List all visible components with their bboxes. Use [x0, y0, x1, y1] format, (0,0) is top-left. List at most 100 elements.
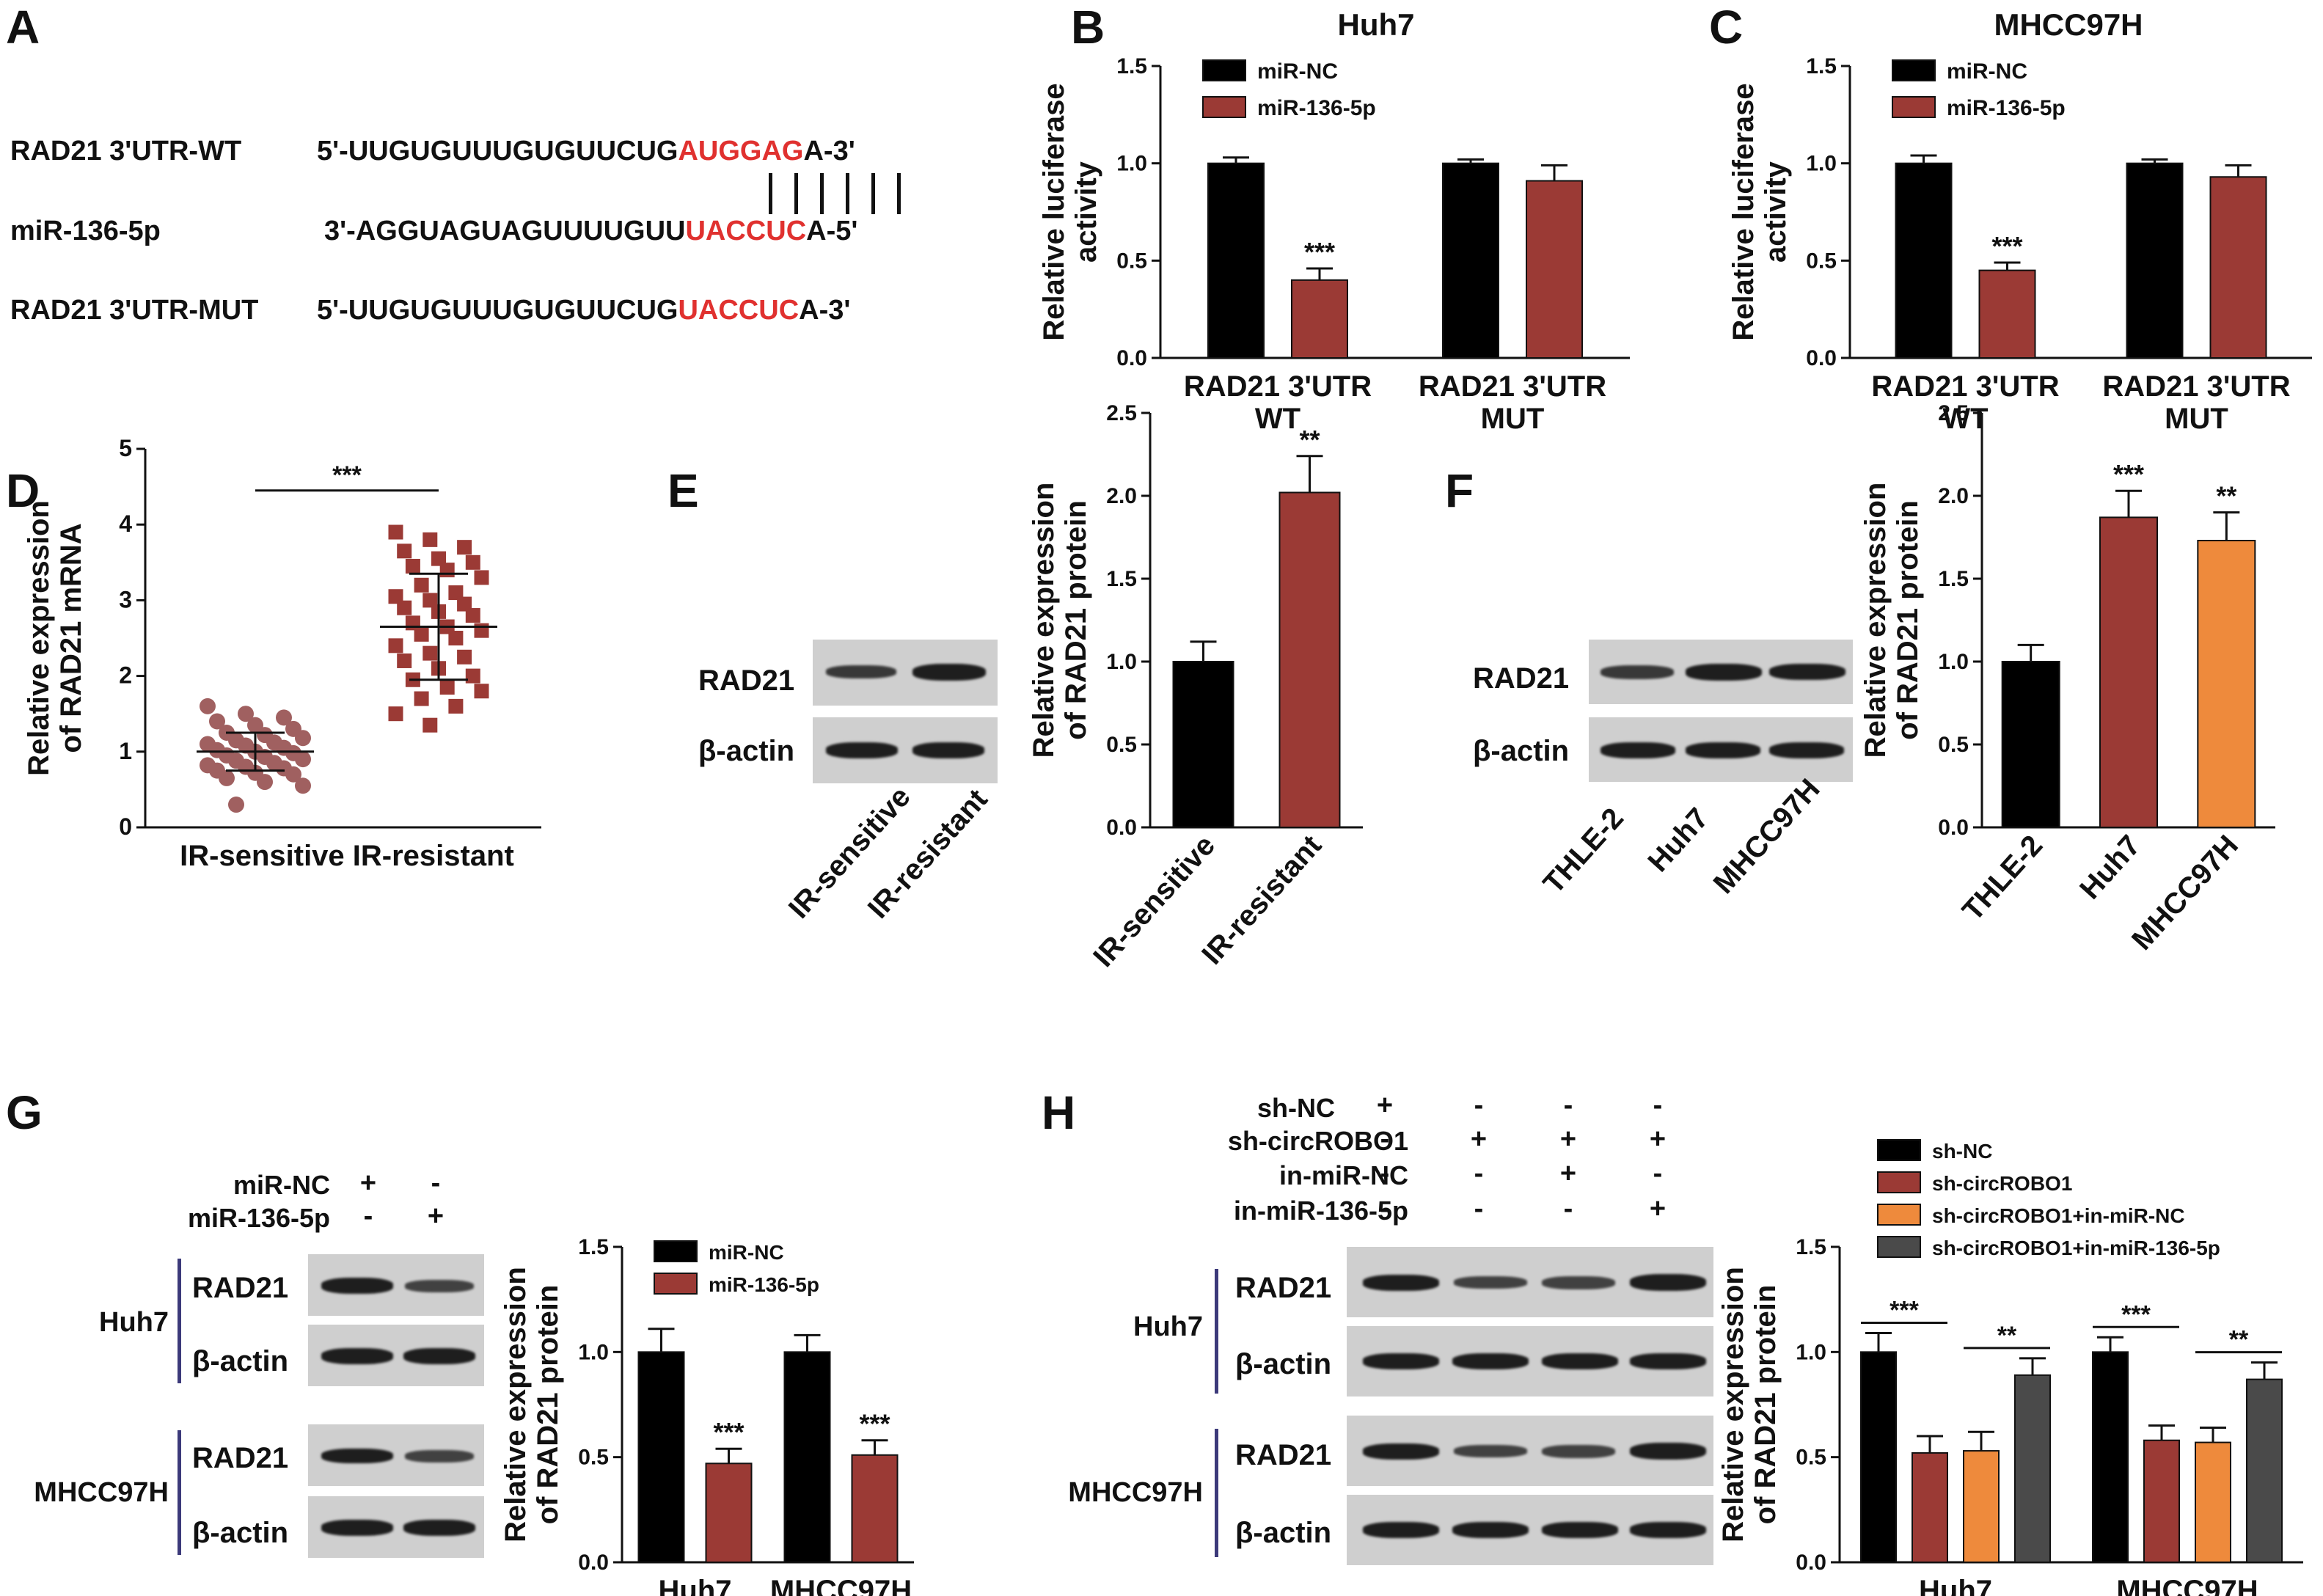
significance-label: **: [2229, 1326, 2249, 1354]
y-tick-label: 0.5: [1806, 249, 1837, 273]
blot-h-bracket: [1215, 1269, 1218, 1394]
x-category-label: WT: [1255, 403, 1300, 435]
bar: [2143, 1439, 2180, 1563]
y-tick-label: 0.5: [1938, 733, 1969, 757]
bar: [1860, 1351, 1897, 1564]
data-point: [257, 774, 273, 791]
data-point: [219, 769, 235, 786]
blot-h-bracket: [1215, 1429, 1218, 1557]
y-axis-label: of RAD21 protein: [1060, 500, 1092, 740]
blot-h-mhcc-actin: [1347, 1495, 1713, 1565]
data-point: [414, 691, 429, 706]
blot-e-rad21: [813, 640, 998, 706]
y-tick-label: 1.5: [1796, 1235, 1826, 1259]
bar: [1442, 162, 1499, 359]
legend-swatch: [1877, 1171, 1921, 1193]
legend-label: sh-circROBO1: [1932, 1172, 2072, 1195]
legend-label: miR-136-5p: [1947, 96, 2066, 120]
base-pair-lines: [766, 173, 905, 214]
y-tick-label: 2.5: [1106, 401, 1137, 425]
data-point: [200, 698, 216, 714]
data-point: [465, 554, 480, 570]
data-point: [209, 713, 225, 730]
blot-h-cond-label: in-miR-NC: [1279, 1160, 1408, 1190]
blot-h-cond-val: +: [1559, 1124, 1577, 1154]
y-tick-label: 1.5: [1106, 567, 1137, 591]
blot-h-cond-val: -: [1474, 1193, 1484, 1224]
blot-h-cond-val: +: [1470, 1124, 1488, 1154]
x-category-label: RAD21 3'UTR: [1871, 370, 2059, 403]
legend-label: miR-NC: [709, 1241, 784, 1264]
x-category-label: RAD21 3'UTR: [2102, 370, 2290, 403]
blot-f-rad21-label: RAD21: [1473, 662, 1570, 695]
y-tick-label: 5: [119, 435, 132, 461]
blot-f-rad21: [1589, 640, 1853, 704]
legend-swatch: [1877, 1236, 1921, 1258]
blot-h-huh7-actin: [1347, 1326, 1713, 1396]
x-category-label: Huh7: [659, 1575, 732, 1596]
data-point: [405, 558, 420, 574]
data-point: [388, 524, 403, 540]
y-axis-label: activity: [1070, 161, 1102, 263]
blot-h-cond-label: sh-circROBO1: [1227, 1126, 1408, 1156]
bar: [1172, 661, 1234, 828]
y-tick-label: 4: [119, 510, 132, 537]
bar: [2126, 162, 2184, 359]
y-tick-label: 0: [119, 813, 132, 840]
bar: [1278, 491, 1341, 828]
blot-h-cond-val: -: [1653, 1090, 1663, 1121]
seq-label-mir: miR-136-5p: [10, 216, 161, 246]
legend-label: miR-136-5p: [709, 1273, 819, 1296]
blot-h-actin-label: β-actin: [1235, 1517, 1332, 1549]
y-tick-label: 0.5: [578, 1446, 609, 1470]
legend-label: miR-NC: [1947, 59, 2027, 84]
blot-h-cond-val: +: [1376, 1090, 1394, 1121]
bar: [2001, 661, 2060, 828]
bar: [1978, 269, 2036, 359]
data-point: [448, 631, 464, 645]
legend-swatch: [654, 1273, 698, 1295]
blot-h-huh7-rad21: [1347, 1247, 1713, 1317]
y-axis-label: of RAD21 protein: [1892, 500, 1924, 740]
panel-letter-g: G: [6, 1086, 43, 1139]
blot-g-cond-val: +: [359, 1168, 377, 1198]
data-point: [388, 589, 403, 604]
y-tick-label: 0.0: [1806, 346, 1837, 370]
y-axis-label: Relative luciferase: [1727, 83, 1760, 340]
blot-g-huh7-actin: [308, 1325, 484, 1386]
bar: [2197, 540, 2256, 829]
data-point: [295, 751, 311, 768]
blot-h-cond-label: sh-NC: [1257, 1093, 1335, 1123]
bar: [1526, 180, 1583, 359]
bar: [1207, 162, 1265, 359]
significance-label: ***: [713, 1417, 744, 1447]
blot-g-cond-label: miR-136-5p: [187, 1203, 330, 1233]
y-axis-label: of RAD21 protein: [1749, 1285, 1782, 1525]
y-tick-label: 1: [119, 738, 132, 764]
y-tick-label: 0.0: [1106, 816, 1137, 840]
significance-label: **: [1299, 425, 1320, 455]
significance-label: ***: [1304, 237, 1335, 267]
x-category-label: IR-sensitive IR-resistant: [180, 840, 514, 872]
data-point: [414, 626, 429, 642]
y-axis-label: Relative expression: [1717, 1267, 1749, 1542]
panel-letter-h: H: [1042, 1086, 1076, 1139]
y-tick-label: 1.0: [1116, 152, 1147, 176]
bar: [2195, 1441, 2231, 1563]
blot-g-bracket: [178, 1259, 181, 1383]
y-tick-label: 1.5: [1116, 54, 1147, 78]
blot-h-cond-val: -: [1380, 1158, 1390, 1189]
x-category-label: MHCC97H: [2116, 1575, 2258, 1596]
blot-g-cond-val: +: [427, 1201, 445, 1231]
significance-label: **: [2216, 481, 2236, 511]
bar: [2014, 1374, 2051, 1564]
bar: [1912, 1452, 1948, 1564]
data-point: [422, 717, 438, 733]
data-point: [474, 684, 489, 699]
blot-h-mhcc-rad21: [1347, 1416, 1713, 1486]
data-point: [448, 585, 464, 601]
y-tick-label: 1.0: [578, 1340, 609, 1364]
data-point: [228, 797, 244, 813]
blot-g-rad21-label: RAD21: [192, 1272, 289, 1304]
bar: [2209, 176, 2267, 359]
